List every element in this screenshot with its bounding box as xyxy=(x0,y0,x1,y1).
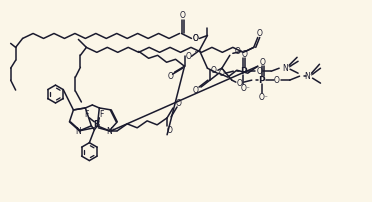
Text: O: O xyxy=(211,66,217,75)
Text: N: N xyxy=(76,127,81,136)
Text: O: O xyxy=(274,76,280,85)
Text: O: O xyxy=(193,86,199,95)
Text: P: P xyxy=(240,67,247,76)
Text: O: O xyxy=(176,99,182,108)
Text: O⁻: O⁻ xyxy=(240,84,250,93)
Text: O: O xyxy=(168,72,173,81)
Text: O: O xyxy=(257,29,263,38)
Text: O: O xyxy=(193,34,198,43)
Text: ·: · xyxy=(194,47,197,57)
Text: N⁺: N⁺ xyxy=(282,64,292,73)
Text: O: O xyxy=(260,58,266,67)
Text: N⁺: N⁺ xyxy=(106,127,116,136)
Text: O: O xyxy=(193,34,198,43)
Text: O: O xyxy=(241,50,247,59)
Text: B: B xyxy=(93,120,100,129)
Text: O: O xyxy=(180,11,186,20)
Text: N⁺: N⁺ xyxy=(305,72,314,81)
Text: F: F xyxy=(84,110,89,119)
Text: O: O xyxy=(218,69,224,78)
Text: O: O xyxy=(166,126,172,135)
Text: O: O xyxy=(237,79,243,88)
Text: O: O xyxy=(235,47,241,56)
Text: P: P xyxy=(259,76,265,85)
Text: F: F xyxy=(99,110,103,119)
Text: O: O xyxy=(186,52,192,61)
Text: O⁻: O⁻ xyxy=(259,93,269,102)
Text: O: O xyxy=(256,67,262,76)
